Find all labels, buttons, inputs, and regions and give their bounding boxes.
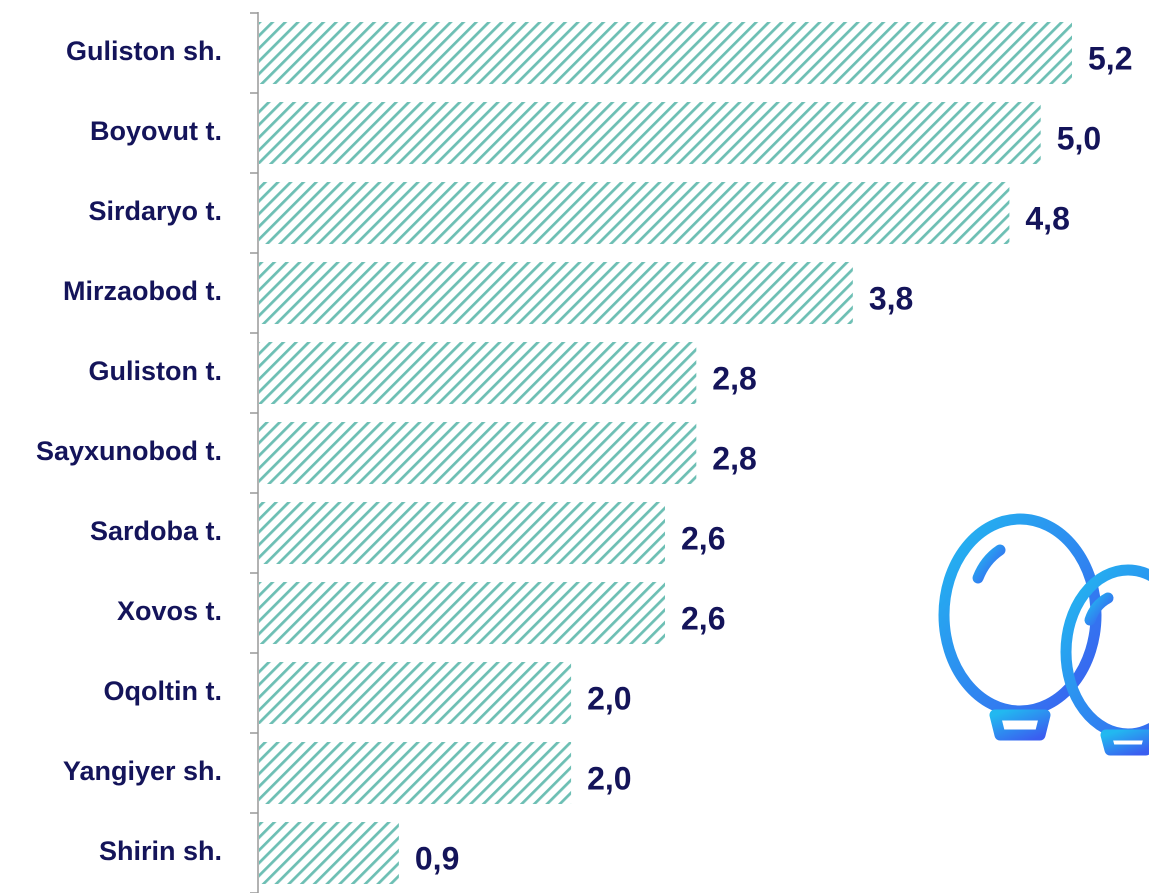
bar [259,742,572,804]
bar [259,342,697,404]
category-label: Guliston t. [89,356,222,386]
category-label: Guliston sh. [66,36,222,66]
bar [259,422,697,484]
value-label: 2,0 [587,680,631,716]
bar [259,22,1072,84]
value-label: 5,2 [1088,40,1132,76]
value-label: 4,8 [1025,200,1069,236]
bar [259,182,1010,244]
value-label: 3,8 [869,280,913,316]
category-label: Xovos t. [117,596,222,626]
value-label: 5,0 [1057,120,1101,156]
value-label: 0,9 [415,840,459,876]
value-label: 2,8 [712,360,756,396]
value-label: 2,8 [712,440,756,476]
category-label: Sayxunobod t. [36,436,222,466]
category-label: Shirin sh. [99,836,222,866]
bar [259,822,399,884]
bar [259,102,1041,164]
balloons-icon [938,513,1149,866]
bar [259,262,853,324]
category-label: Sirdaryo t. [88,196,222,226]
value-label: 2,6 [681,600,725,636]
category-label: Boyovut t. [90,116,222,146]
value-label: 2,6 [681,520,725,556]
category-label: Oqoltin t. [104,676,222,706]
value-label: 2,0 [587,760,631,796]
bar [259,502,665,564]
bar [259,662,572,724]
bar [259,582,665,644]
category-label: Sardoba t. [90,516,222,546]
category-label: Yangiyer sh. [63,756,222,786]
category-label: Mirzaobod t. [63,276,222,306]
